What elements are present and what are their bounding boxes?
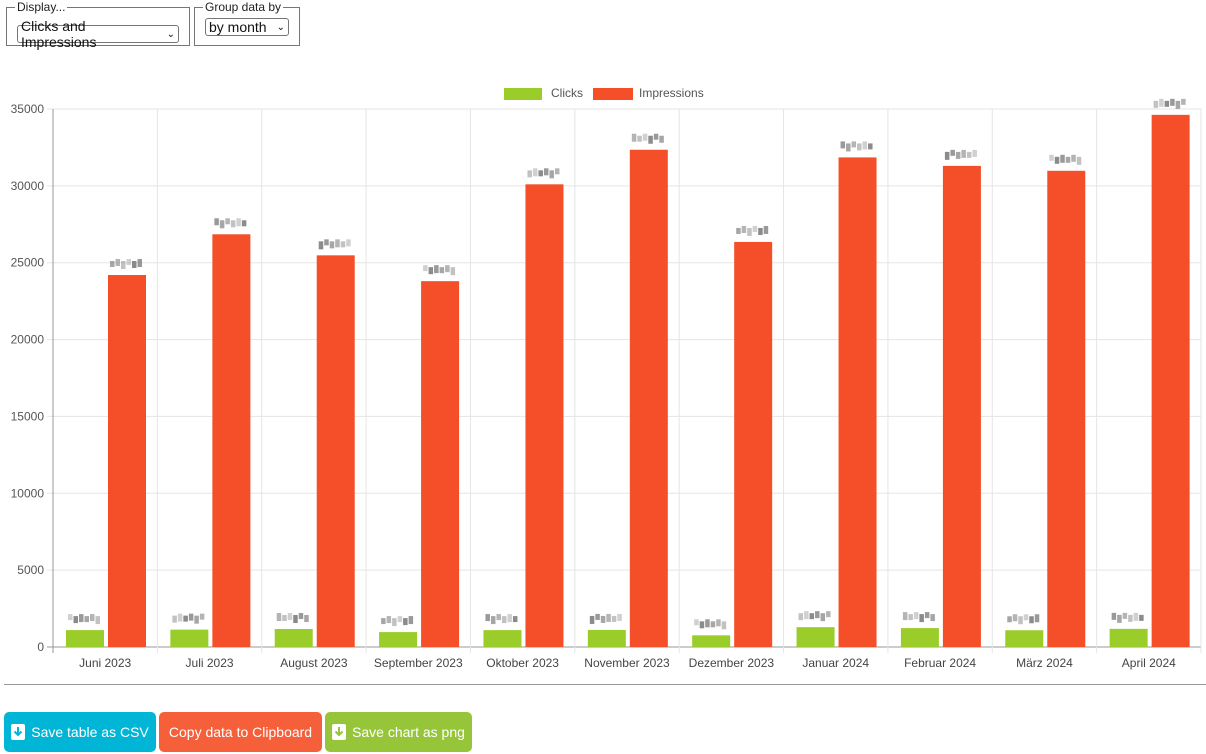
x-tick-label: April 2024: [1122, 656, 1176, 670]
x-tick-label: Januar 2024: [802, 656, 869, 670]
bar-value-label: [527, 168, 560, 179]
x-tick-label: Februar 2024: [904, 656, 976, 670]
bar-value-label: [68, 614, 100, 625]
impressions-bar: [212, 234, 251, 647]
bar-value-label: [631, 133, 664, 144]
chevron-down-icon: ⌄: [276, 21, 285, 33]
bar-value-label: [736, 225, 769, 236]
clicks-bar: [483, 630, 522, 647]
bar-value-label: [1049, 154, 1082, 165]
clicks-bar: [692, 635, 731, 647]
bar-value-label: [485, 614, 518, 625]
impressions-bar: [629, 149, 668, 647]
impressions-bar: [942, 165, 981, 648]
impressions-bar: [838, 157, 877, 648]
bar-value-label: [1111, 612, 1144, 623]
download-icon: [11, 724, 26, 740]
clicks-bar: [796, 627, 835, 647]
bar-value-label: [589, 613, 622, 624]
divider: [4, 684, 1206, 685]
legend-swatch-impressions: [593, 88, 633, 100]
clicks-bar: [1109, 628, 1148, 647]
save-csv-button[interactable]: Save table as CSV: [4, 712, 156, 752]
copy-clipboard-label: Copy data to Clipboard: [168, 724, 313, 740]
clicks-bar: [900, 628, 939, 647]
chevron-down-icon: ⌄: [166, 28, 175, 40]
display-select[interactable]: Clicks and Impressions ⌄: [17, 18, 179, 50]
clicks-bar: [379, 632, 418, 647]
clicks-bar: [1005, 630, 1044, 647]
bar-value-label: [172, 613, 205, 624]
y-tick-label: 5000: [17, 563, 44, 577]
clicks-bar: [587, 629, 626, 647]
clicks-bar: [66, 630, 104, 647]
group-select[interactable]: by month ⌄: [205, 18, 289, 36]
display-legend: Display...: [17, 0, 66, 14]
legend-label-impressions: Impressions: [639, 86, 704, 100]
impressions-bar: [108, 275, 146, 647]
save-csv-label: Save table as CSV: [31, 724, 149, 740]
bar-value-label: [214, 218, 247, 229]
impressions-bar: [421, 281, 460, 647]
copy-clipboard-button[interactable]: Copy data to Clipboard: [159, 712, 322, 752]
legend-label-clicks: Clicks: [551, 86, 583, 100]
legend-swatch-clicks: [504, 88, 542, 100]
display-fieldset: Display... Clicks and Impressions ⌄: [6, 0, 190, 50]
bar-value-label: [381, 616, 414, 627]
bar-value-label: [694, 619, 727, 630]
impressions-bar: [1047, 170, 1086, 647]
impressions-bar: [525, 184, 564, 647]
save-png-label: Save chart as png: [352, 724, 465, 740]
download-icon: [332, 724, 347, 740]
display-select-value: Clicks and Impressions: [21, 18, 97, 50]
x-tick-label: Juni 2023: [79, 656, 131, 670]
clicks-bar: [170, 629, 209, 647]
bar-value-label: [944, 149, 977, 160]
y-tick-label: 20000: [11, 333, 45, 347]
group-fieldset: Group data by by month ⌄: [194, 0, 300, 46]
x-tick-label: März 2024: [1016, 656, 1073, 670]
bar-chart: 0 5000 10000 15000 20000 25000 30000 35000 Click…: [11, 86, 1202, 670]
y-tick-label: 35000: [11, 102, 45, 116]
x-tick-label: September 2023: [374, 656, 463, 670]
save-png-button[interactable]: Save chart as png: [325, 712, 472, 752]
y-tick-label: 15000: [11, 409, 45, 423]
bar-value-label: [798, 611, 831, 622]
bar-value-label: [318, 239, 351, 250]
x-tick-label: August 2023: [280, 656, 348, 670]
bar-value-label: [902, 612, 935, 623]
bar-value-label: [276, 613, 309, 624]
bar-value-label: [840, 141, 873, 152]
impressions-bar: [734, 241, 773, 647]
x-tick-label: November 2023: [584, 656, 670, 670]
bar-value-label: [423, 265, 456, 276]
x-tick-label: Oktober 2023: [486, 656, 559, 670]
impressions-bar: [1151, 114, 1190, 648]
x-tick-label: Juli 2023: [186, 656, 234, 670]
y-tick-label: 25000: [11, 256, 45, 270]
group-legend: Group data by: [205, 0, 282, 14]
y-tick-label: 10000: [11, 486, 45, 500]
group-select-value: by month: [209, 19, 267, 35]
clicks-bar: [274, 629, 313, 647]
bar-value-label: [110, 259, 142, 270]
y-tick-label: 0: [37, 640, 44, 654]
y-tick-label: 30000: [11, 179, 45, 193]
x-tick-label: Dezember 2023: [689, 656, 775, 670]
bar-value-label: [1153, 98, 1186, 109]
impressions-bar: [316, 255, 355, 647]
bar-value-label: [1007, 614, 1040, 625]
